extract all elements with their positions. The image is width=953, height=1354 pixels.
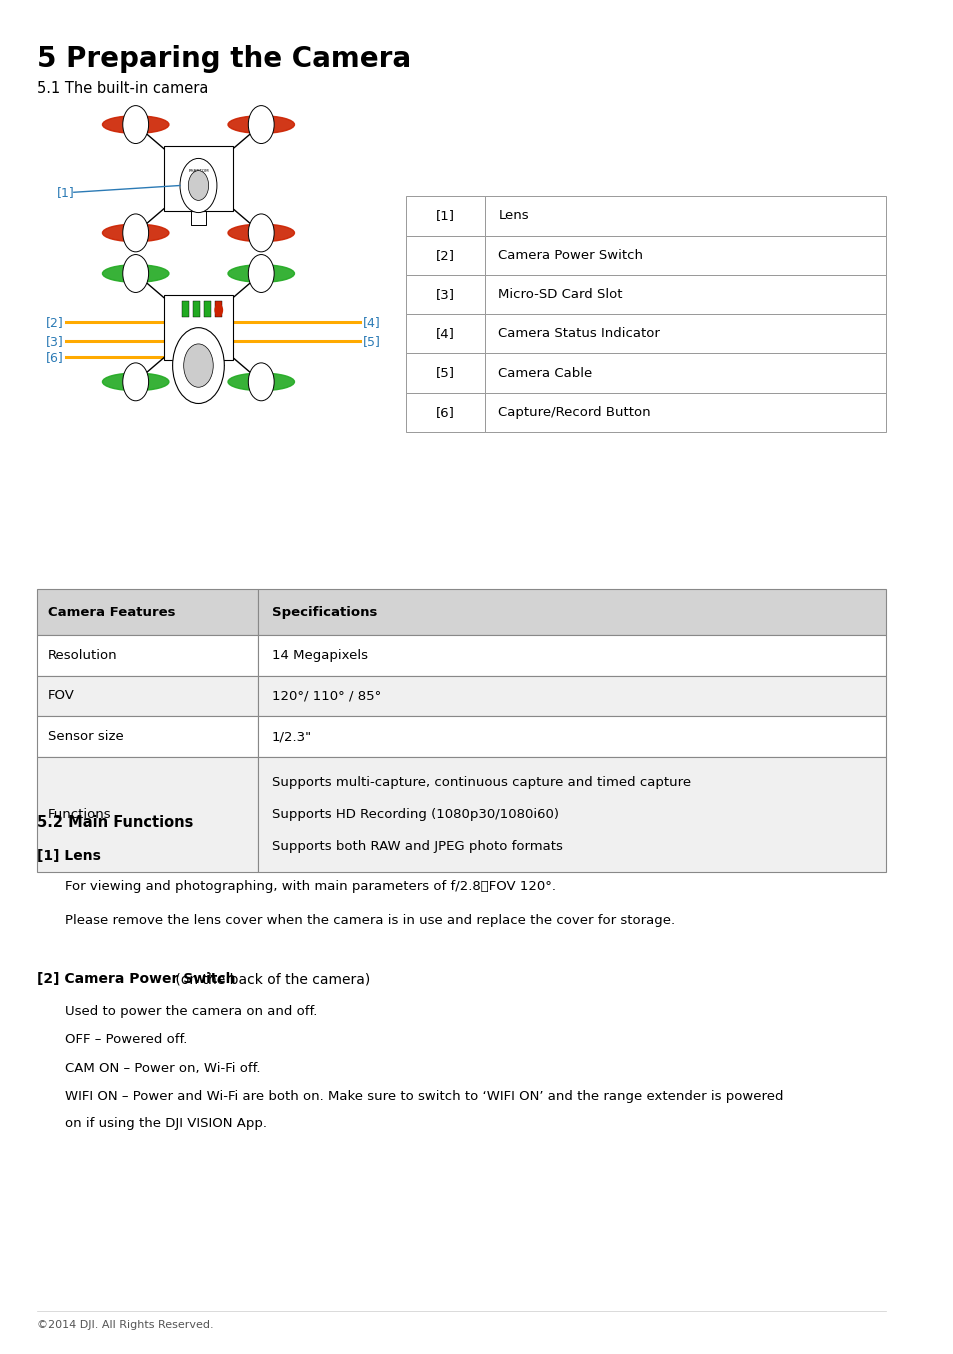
Text: ©2014 DJI. All Rights Reserved.: ©2014 DJI. All Rights Reserved. [37,1320,213,1330]
Bar [193,301,200,317]
Text: Camera Status Indicator: Camera Status Indicator [498,328,659,340]
Bar [214,301,222,317]
Bar [406,314,484,353]
Bar [164,146,233,211]
Bar [406,275,484,314]
Circle shape [248,363,274,401]
Text: Lens: Lens [498,210,529,222]
Text: Capture/Record Button: Capture/Record Button [498,406,650,418]
Ellipse shape [228,372,294,391]
Text: [5]: [5] [436,367,455,379]
Bar [257,589,885,635]
Text: 1/2.3": 1/2.3" [272,730,312,743]
Text: Sensor size: Sensor size [48,730,124,743]
Text: Functions: Functions [48,808,112,821]
Text: FOV: FOV [48,689,74,703]
Bar [406,393,484,432]
Text: Specifications: Specifications [272,605,376,619]
Bar [484,236,885,275]
Text: WIFI ON – Power and Wi-Fi are both on. Make sure to switch to ‘WIFI ON’ and the : WIFI ON – Power and Wi-Fi are both on. M… [65,1090,782,1104]
Bar [204,301,212,317]
Circle shape [123,106,149,144]
Text: [1]: [1] [57,185,75,199]
Text: [6]: [6] [46,351,64,364]
Ellipse shape [228,265,294,282]
Bar [257,676,885,716]
Bar [257,757,885,872]
Text: Supports both RAW and JPEG photo formats: Supports both RAW and JPEG photo formats [272,839,562,853]
Bar [484,196,885,236]
Text: [1] Lens: [1] Lens [37,849,101,862]
Text: [1]: [1] [436,210,455,222]
Ellipse shape [102,225,169,241]
Text: [3]: [3] [436,288,455,301]
Bar [37,635,257,676]
Text: [2]: [2] [436,249,455,261]
Text: PHANTOM: PHANTOM [188,169,209,172]
Bar [37,676,257,716]
Text: Camera Features: Camera Features [48,605,175,619]
Ellipse shape [102,115,169,133]
Text: [6]: [6] [436,406,455,418]
Text: Camera Cable: Camera Cable [498,367,592,379]
Text: OFF – Powered off.: OFF – Powered off. [65,1033,187,1047]
Text: Supports multi-capture, continuous capture and timed capture: Supports multi-capture, continuous captu… [272,776,690,789]
Text: Resolution: Resolution [48,649,117,662]
Circle shape [172,328,224,403]
Text: [5]: [5] [362,334,380,348]
Text: For viewing and photographing, with main parameters of f/2.8，FOV 120°.: For viewing and photographing, with main… [65,880,555,894]
Text: 5 Preparing the Camera: 5 Preparing the Camera [37,45,411,73]
Bar [182,301,189,317]
Bar [406,236,484,275]
Text: Micro-SD Card Slot: Micro-SD Card Slot [498,288,622,301]
Circle shape [248,214,274,252]
Text: Used to power the camera on and off.: Used to power the camera on and off. [65,1005,316,1018]
Ellipse shape [228,225,294,241]
Text: [2]: [2] [46,315,64,329]
Circle shape [123,214,149,252]
Circle shape [188,171,209,200]
Bar [406,196,484,236]
Bar [406,353,484,393]
Text: on if using the DJI VISION App.: on if using the DJI VISION App. [65,1117,266,1131]
Circle shape [123,363,149,401]
Text: Supports HD Recording (1080p30/1080i60): Supports HD Recording (1080p30/1080i60) [272,808,558,821]
Text: [3]: [3] [46,334,64,348]
Ellipse shape [102,372,169,391]
Circle shape [214,305,222,315]
Bar [164,295,233,360]
Circle shape [184,344,213,387]
Text: [4]: [4] [436,328,455,340]
Text: [2] Camera Power Switch: [2] Camera Power Switch [37,972,235,986]
Text: 5.1 The built-in camera: 5.1 The built-in camera [37,81,208,96]
Bar [484,314,885,353]
Text: 120°/ 110° / 85°: 120°/ 110° / 85° [272,689,380,703]
Text: Please remove the lens cover when the camera is in use and replace the cover for: Please remove the lens cover when the ca… [65,914,674,927]
Ellipse shape [102,265,169,282]
Ellipse shape [228,115,294,133]
Circle shape [248,255,274,292]
Bar [257,716,885,757]
Bar [484,393,885,432]
Circle shape [123,255,149,292]
Bar [484,275,885,314]
Text: (on the back of the camera): (on the back of the camera) [171,972,370,986]
Bar [37,757,257,872]
Text: Camera Power Switch: Camera Power Switch [498,249,642,261]
Circle shape [248,106,274,144]
Text: [4]: [4] [362,315,380,329]
Text: 14 Megapixels: 14 Megapixels [272,649,367,662]
Text: CAM ON – Power on, Wi-Fi off.: CAM ON – Power on, Wi-Fi off. [65,1062,260,1075]
Bar [37,589,257,635]
Bar [257,635,885,676]
Bar [37,716,257,757]
Text: 5.2 Main Functions: 5.2 Main Functions [37,815,193,830]
Circle shape [180,158,216,213]
Bar [484,353,885,393]
